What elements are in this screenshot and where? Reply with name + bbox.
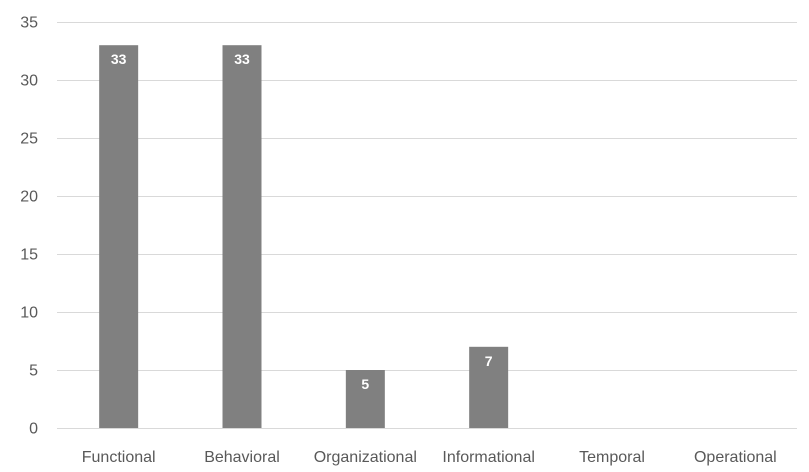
y-tick-label: 25 bbox=[20, 131, 38, 148]
data-label-organizational: 5 bbox=[361, 376, 369, 392]
gridlines bbox=[57, 22, 797, 429]
y-tick-label: 30 bbox=[20, 73, 38, 90]
data-label-informational: 7 bbox=[485, 353, 493, 369]
x-tick-label-functional: Functional bbox=[82, 449, 156, 466]
y-axis-tick-labels: 0 5 10 15 20 25 30 35 bbox=[20, 15, 38, 438]
y-tick-label: 20 bbox=[20, 189, 38, 206]
x-tick-label-informational: Informational bbox=[442, 449, 535, 466]
bar-informational bbox=[469, 346, 509, 428]
x-tick-label-operational: Operational bbox=[694, 449, 777, 466]
x-tick-label-behavioral: Behavioral bbox=[204, 449, 280, 466]
bar-organizational bbox=[345, 370, 385, 428]
data-labels: 33 33 5 7 bbox=[111, 51, 493, 392]
y-tick-label: 0 bbox=[29, 421, 38, 438]
x-tick-label-temporal: Temporal bbox=[579, 449, 645, 466]
y-tick-label: 10 bbox=[20, 305, 38, 322]
y-tick-label: 35 bbox=[20, 15, 38, 32]
data-label-behavioral: 33 bbox=[234, 51, 250, 67]
bars bbox=[99, 45, 509, 428]
x-tick-label-organizational: Organizational bbox=[314, 449, 417, 466]
y-tick-label: 5 bbox=[29, 363, 38, 380]
y-tick-label: 15 bbox=[20, 247, 38, 264]
data-label-functional: 33 bbox=[111, 51, 127, 67]
bar-functional bbox=[99, 45, 139, 428]
bar-behavioral bbox=[222, 45, 262, 428]
x-axis-tick-labels: Functional Behavioral Organizational Inform… bbox=[82, 449, 777, 466]
